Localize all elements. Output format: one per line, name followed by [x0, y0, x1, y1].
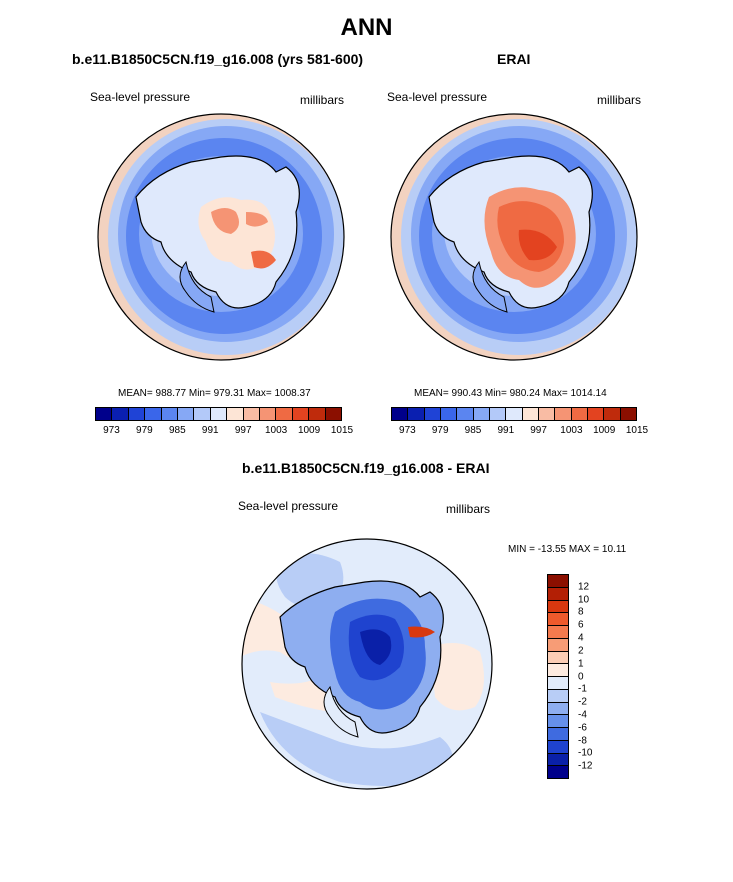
colorbar-tick-label: 1015	[625, 425, 649, 436]
colorbar-tick-label: -12	[578, 760, 593, 772]
panel-1-title: b.e11.B1850C5CN.f19_g16.008 (yrs 581-600…	[72, 51, 364, 67]
colorbar-swatch	[145, 408, 162, 420]
colorbar-swatch	[548, 626, 568, 639]
panel-2-title: ERAI	[497, 51, 531, 67]
colorbar-tick-label: 1	[578, 658, 584, 670]
colorbar-tick-label: -8	[578, 735, 587, 747]
colorbar-swatch	[548, 638, 568, 652]
panel-2-colorbar	[391, 407, 637, 421]
panel-2-stats: MEAN= 990.43 Min= 980.24 Max= 1014.14	[414, 388, 607, 399]
colorbar-swatch	[522, 408, 539, 420]
colorbar-swatch	[276, 408, 293, 420]
colorbar-tick-label: 985	[464, 425, 482, 436]
diff-panel-colorbar-ticks: 12 10 8 6 4 2 1 0 -1 -2 -4 -6 -8 -10 -12	[578, 574, 608, 779]
colorbar-swatch	[96, 408, 113, 420]
colorbar-tick-label: 12	[578, 581, 590, 593]
diff-panel-colorbar	[547, 574, 569, 779]
colorbar-swatch	[489, 408, 507, 420]
colorbar-swatch	[548, 753, 568, 767]
colorbar-tick-label: -2	[578, 696, 587, 708]
colorbar-swatch	[392, 408, 409, 420]
colorbar-tick-label: 1009	[297, 425, 321, 436]
panel-1-colorbar-ticks: 973 979 985 991 997 1003 1009 1015	[95, 425, 353, 439]
colorbar-swatch	[548, 728, 568, 741]
colorbar-tick-label: 1003	[265, 425, 288, 436]
colorbar-swatch	[548, 689, 568, 703]
colorbar-swatch	[571, 408, 588, 420]
colorbar-swatch	[548, 702, 568, 716]
colorbar-tick-label: 10	[578, 594, 590, 606]
colorbar-swatch	[506, 408, 523, 420]
colorbar-swatch	[161, 408, 179, 420]
panel-1-stats: MEAN= 988.77 Min= 979.31 Max= 1008.37	[118, 388, 311, 399]
colorbar-tick-label: 6	[578, 619, 584, 631]
colorbar-swatch	[548, 575, 568, 588]
colorbar-tick-label: 2	[578, 645, 584, 657]
colorbar-swatch	[548, 664, 568, 677]
colorbar-swatch	[548, 766, 568, 778]
colorbar-swatch	[548, 740, 568, 754]
colorbar-tick-label: 979	[136, 425, 153, 436]
colorbar-tick-label: 997	[234, 425, 252, 436]
colorbar-swatch	[548, 600, 568, 614]
colorbar-tick-label: 8	[578, 606, 584, 618]
colorbar-tick-label: 1009	[593, 425, 616, 436]
colorbar-tick-label: 997	[530, 425, 547, 436]
colorbar-tick-label: 991	[497, 425, 515, 436]
diff-panel-polar-map	[241, 538, 493, 790]
colorbar-tick-label: -1	[578, 683, 587, 695]
colorbar-swatch	[620, 408, 636, 420]
colorbar-tick-label: 979	[431, 425, 449, 436]
colorbar-swatch	[325, 408, 342, 420]
colorbar-swatch	[128, 408, 146, 420]
colorbar-swatch	[210, 408, 228, 420]
main-title: ANN	[340, 14, 393, 41]
colorbar-swatch	[408, 408, 425, 420]
diff-panel-title: b.e11.B1850C5CN.f19_g16.008 - ERAI	[242, 460, 490, 476]
colorbar-swatch	[194, 408, 211, 420]
colorbar-swatch	[587, 408, 605, 420]
colorbar-swatch	[548, 587, 568, 601]
colorbar-tick-label: 1015	[330, 425, 354, 436]
panel-2-colorbar-ticks: 973 979 985 991 997 1003 1009 1015	[391, 425, 648, 439]
colorbar-swatch	[548, 677, 568, 690]
colorbar-swatch	[243, 408, 261, 420]
colorbar-swatch	[548, 651, 568, 665]
colorbar-tick-label: 973	[103, 425, 120, 436]
panel-2-polar-map	[390, 113, 638, 361]
colorbar-tick-label: 973	[399, 425, 416, 436]
colorbar-swatch	[260, 408, 277, 420]
colorbar-swatch	[473, 408, 490, 420]
colorbar-swatch	[227, 408, 244, 420]
colorbar-tick-label: -4	[578, 709, 587, 721]
colorbar-swatch	[604, 408, 621, 420]
colorbar-tick-label: 0	[578, 671, 584, 682]
colorbar-tick-label: 4	[578, 632, 584, 644]
colorbar-swatch	[538, 408, 556, 420]
colorbar-swatch	[548, 613, 568, 626]
colorbar-swatch	[555, 408, 572, 420]
panel-1-units-label: millibars	[300, 93, 345, 107]
colorbar-tick-label: 991	[201, 425, 219, 436]
diff-panel-units-label: millibars	[446, 502, 491, 516]
panel-1-variable-label: Sea-level pressure	[90, 90, 191, 104]
panel-2-variable-label: Sea-level pressure	[387, 90, 488, 104]
colorbar-swatch	[548, 715, 568, 728]
diff-panel-stats: MIN = -13.55 MAX = 10.11	[508, 544, 627, 555]
colorbar-tick-label: -6	[578, 722, 587, 734]
colorbar-swatch	[440, 408, 458, 420]
panel-1-polar-map	[97, 113, 345, 361]
colorbar-swatch	[178, 408, 195, 420]
colorbar-swatch	[424, 408, 441, 420]
colorbar-swatch	[112, 408, 129, 420]
colorbar-swatch	[309, 408, 326, 420]
colorbar-swatch	[457, 408, 474, 420]
panel-1-colorbar	[95, 407, 342, 421]
colorbar-tick-label: 985	[168, 425, 186, 436]
colorbar-tick-label: -10	[578, 747, 593, 759]
diff-panel-variable-label: Sea-level pressure	[238, 499, 339, 513]
panel-2-units-label: millibars	[597, 93, 642, 107]
colorbar-tick-label: 1003	[560, 425, 583, 436]
colorbar-swatch	[292, 408, 310, 420]
